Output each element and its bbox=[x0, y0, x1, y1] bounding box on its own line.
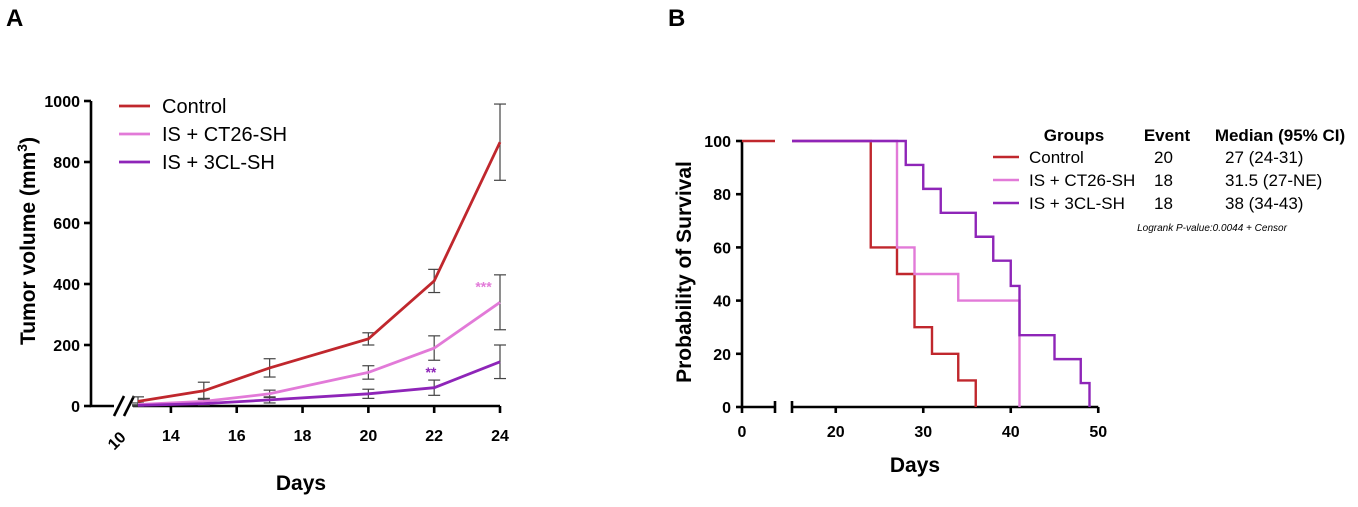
survival-curve-ct26 bbox=[792, 139, 1021, 407]
survival-curve-cl3 bbox=[792, 139, 1091, 407]
y-tick-label: 60 bbox=[713, 240, 731, 257]
panel-a-axis-left bbox=[89, 101, 114, 408]
panel-a-error-bars bbox=[132, 103, 506, 407]
table-group-cl3: IS + 3CL-SH bbox=[1029, 194, 1125, 213]
panel-a-label: A bbox=[6, 5, 23, 32]
x-tick-label: 14 bbox=[162, 428, 180, 445]
x-tick-label: 24 bbox=[491, 428, 509, 445]
panel-a-legend: Control IS + CT26-SH IS + 3CL-SH bbox=[119, 96, 287, 174]
x-tick-label: 20 bbox=[359, 428, 377, 445]
axis-break-mark bbox=[122, 395, 136, 417]
table-median-ct26: 31.5 (27-NE) bbox=[1225, 171, 1322, 190]
y-tick-label: 20 bbox=[713, 347, 731, 364]
axis-break-label: 10 bbox=[105, 429, 130, 454]
panel-b-axes: 0 20 40 60 80 100 0 20 30 40 50 bbox=[704, 134, 1107, 441]
panel-a-series: ***** bbox=[137, 141, 502, 407]
panel-b-x-axis-label: Days bbox=[890, 454, 940, 477]
x-tick-label: 40 bbox=[1002, 424, 1020, 441]
table-header-event: Event bbox=[1144, 126, 1191, 145]
table-header-groups: Groups bbox=[1044, 126, 1104, 145]
table-event-cl3: 18 bbox=[1154, 194, 1173, 213]
panel-b-label: B bbox=[668, 5, 685, 32]
table-group-ct26: IS + CT26-SH bbox=[1029, 171, 1135, 190]
significance-marker: ** bbox=[425, 364, 436, 380]
x-tick-label: 20 bbox=[827, 424, 845, 441]
y-tick-label: 80 bbox=[713, 187, 731, 204]
panel-b-axis-left bbox=[740, 141, 775, 409]
legend-label-control: Control bbox=[162, 96, 226, 118]
y-tick-label: 400 bbox=[53, 277, 80, 294]
y-tick-label: 800 bbox=[53, 155, 80, 172]
significance-marker: *** bbox=[475, 279, 492, 295]
y-tick-label: 0 bbox=[71, 399, 80, 416]
y-tick-label: 200 bbox=[53, 338, 80, 355]
y-tick-label: 100 bbox=[704, 134, 731, 151]
logrank-note: Logrank P-value:0.0044 + Censor bbox=[1137, 223, 1287, 234]
table-event-ct26: 18 bbox=[1154, 171, 1173, 190]
panel-b-series bbox=[742, 139, 1091, 407]
x-tick-label: 50 bbox=[1089, 424, 1107, 441]
x-tick-label: 18 bbox=[294, 428, 312, 445]
survival-curve-control bbox=[792, 139, 977, 407]
table-median-cl3: 38 (34-43) bbox=[1225, 194, 1303, 213]
series-line-cl3 bbox=[137, 360, 501, 407]
axis-break-mark bbox=[112, 395, 126, 417]
table-group-control: Control bbox=[1029, 148, 1084, 167]
legend-label-ct26: IS + CT26-SH bbox=[162, 124, 287, 146]
panel-a-y-axis-label: Tumor volume (mm3) bbox=[14, 137, 40, 345]
table-header-median: Median (95% CI) bbox=[1215, 126, 1345, 145]
legend-label-cl3: IS + 3CL-SH bbox=[162, 152, 275, 174]
table-median-control: 27 (24-31) bbox=[1225, 148, 1303, 167]
series-line-ct26 bbox=[137, 301, 501, 406]
x-tick-label: 22 bbox=[425, 428, 443, 445]
x-tick-label: 0 bbox=[738, 424, 747, 441]
survival-chart: 0 20 40 60 80 100 0 20 30 40 50 Probability of Sur… bbox=[673, 126, 1345, 477]
table-event-control: 20 bbox=[1154, 148, 1173, 167]
y-tick-label: 600 bbox=[53, 216, 80, 233]
x-tick-label: 16 bbox=[228, 428, 246, 445]
panel-a-axes: 0 200 400 600 800 1000 14 16 18 20 22 24 bbox=[44, 94, 509, 445]
y-tick-label: 1000 bbox=[44, 94, 80, 111]
y-tick-label: 0 bbox=[722, 400, 731, 417]
series-line-control bbox=[137, 141, 502, 403]
y-tick-label: 40 bbox=[713, 294, 731, 311]
panel-b-y-axis-label: Probability of Survival bbox=[673, 161, 696, 383]
panel-b-legend-table: Groups Event Median (95% CI) Logrank P-v… bbox=[993, 126, 1345, 234]
x-tick-label: 30 bbox=[914, 424, 932, 441]
panel-a-x-axis-label: Days bbox=[276, 472, 326, 495]
